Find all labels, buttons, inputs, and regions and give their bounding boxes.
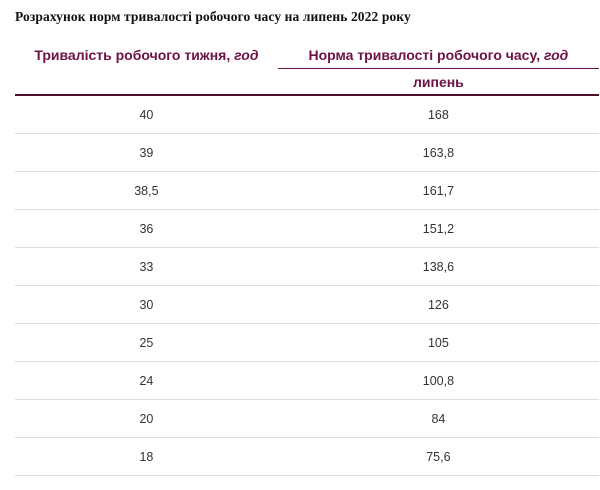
col-header-norm-unit: год	[544, 46, 569, 63]
norm-hours-cell: 138,6	[277, 247, 599, 286]
week-hours-cell: 18	[15, 437, 278, 476]
table-row: 30 126	[15, 285, 599, 324]
table-row: 40 168	[15, 95, 599, 134]
week-hours-cell: 20	[15, 399, 278, 438]
table-row: 36 151,2	[15, 209, 599, 248]
norm-hours-cell: 75,6	[277, 437, 599, 476]
col-header-norm: Норма тривалості робочого часу, год	[277, 41, 599, 69]
week-hours-cell: 30	[15, 285, 278, 324]
table-row: 18 75,6	[15, 437, 599, 476]
header-row-main: Тривалість робочого тижня, год Норма три…	[15, 41, 599, 69]
norm-hours-cell: 126	[277, 285, 599, 324]
subheader-month: липень	[277, 68, 599, 96]
table-row: 24 100,8	[15, 361, 599, 400]
week-hours-cell: 40	[15, 95, 278, 134]
week-hours-cell: 38,5	[15, 171, 278, 210]
week-hours-cell: 25	[15, 323, 278, 362]
page-title: Розрахунок норм тривалості робочого часу…	[15, 9, 411, 24]
col-header-norm-label: Норма тривалості робочого часу,	[308, 46, 544, 63]
table-body: 40 168 39 163,8 38,5 161,7 36 151,2 33 1…	[15, 95, 599, 476]
table-row: 39 163,8	[15, 133, 599, 172]
week-hours-cell: 33	[15, 247, 278, 286]
week-hours-cell: 24	[15, 361, 278, 400]
norm-hours-cell: 161,7	[277, 171, 599, 210]
col-header-week: Тривалість робочого тижня, год	[15, 41, 278, 69]
col-header-week-label: Тривалість робочого тижня,	[34, 46, 235, 63]
table-header: Тривалість робочого тижня, год Норма три…	[15, 41, 599, 96]
table-row: 38,5 161,7	[15, 171, 599, 210]
header-row-month: липень	[15, 68, 599, 96]
working-hours-table: Тривалість робочого тижня, год Норма три…	[15, 41, 599, 476]
norm-hours-cell: 84	[277, 399, 599, 438]
norm-hours-cell: 100,8	[277, 361, 599, 400]
col-header-week-unit: год	[234, 46, 259, 63]
week-hours-cell: 36	[15, 209, 278, 248]
subheader-empty-cell	[15, 68, 278, 96]
week-hours-cell: 39	[15, 133, 278, 172]
page: Розрахунок норм тривалості робочого часу…	[15, 9, 599, 476]
norm-hours-cell: 151,2	[277, 209, 599, 248]
norm-hours-cell: 163,8	[277, 133, 599, 172]
norm-hours-cell: 105	[277, 323, 599, 362]
table-row: 33 138,6	[15, 247, 599, 286]
table-row: 20 84	[15, 399, 599, 438]
norm-hours-cell: 168	[277, 95, 599, 134]
table-row: 25 105	[15, 323, 599, 362]
